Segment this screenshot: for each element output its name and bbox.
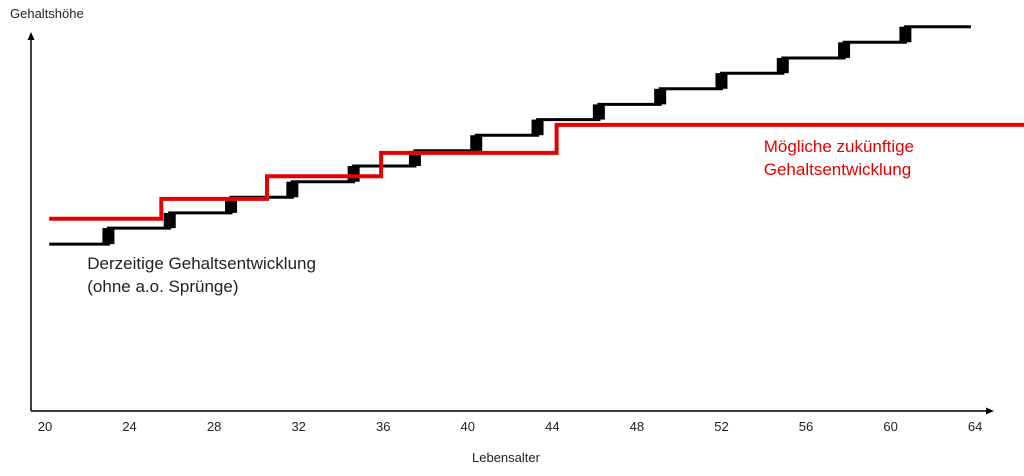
x-tick-labels: 20 24 28 32 36 40 44 48 52 56 60 64 <box>38 419 983 434</box>
annotation-1-line-1: Gehaltsentwicklung <box>764 160 911 179</box>
x-axis-title: Lebensalter <box>472 450 541 465</box>
x-tick-label-24: 24 <box>122 419 136 434</box>
x-tick-label-56: 56 <box>799 419 813 434</box>
x-tick-label-40: 40 <box>461 419 475 434</box>
step-riser-22 <box>715 73 728 89</box>
series-line-1 <box>49 122 1024 221</box>
annotation-0: Derzeitige Gehaltsentwicklung (ohne a.o. … <box>87 254 316 296</box>
step-riser-8 <box>286 181 299 198</box>
annotation-1: Mögliche zukünftige Gehaltsentwicklung <box>764 137 914 179</box>
step-riser-4 <box>163 212 176 229</box>
x-tick-label-28: 28 <box>207 419 221 434</box>
x-tick-label-36: 36 <box>376 419 390 434</box>
step-riser-10 <box>347 166 360 182</box>
x-tick-label-52: 52 <box>714 419 728 434</box>
x-tick-label-20: 20 <box>38 419 52 434</box>
y-axis-arrow-icon <box>27 32 35 40</box>
x-tick-label-60: 60 <box>883 419 897 434</box>
series-line-0 <box>49 25 971 246</box>
x-tick-label-44: 44 <box>545 419 559 434</box>
annotations: Derzeitige Gehaltsentwicklung (ohne a.o. … <box>87 137 914 296</box>
annotation-1-line-0: Mögliche zukünftige <box>764 137 914 156</box>
x-tick-label-48: 48 <box>630 419 644 434</box>
step-riser-28 <box>899 26 912 43</box>
step-riser-26 <box>838 42 851 58</box>
axes <box>27 32 994 415</box>
x-axis-arrow-icon <box>986 407 994 415</box>
x-tick-label-32: 32 <box>291 419 305 434</box>
annotation-0-line-0: Derzeitige Gehaltsentwicklung <box>87 254 316 273</box>
step-riser-20 <box>654 88 667 105</box>
step-riser-2 <box>102 228 115 245</box>
annotation-0-line-1: (ohne a.o. Sprünge) <box>87 277 238 296</box>
series-layer <box>49 25 1024 246</box>
step-riser-16 <box>531 119 544 136</box>
x-tick-label-64: 64 <box>968 419 982 434</box>
y-axis-title: Gehaltshöhe <box>10 6 84 21</box>
step-riser-18 <box>592 104 605 120</box>
step-riser-6 <box>225 197 238 213</box>
step-riser-14 <box>470 135 483 151</box>
step-riser-24 <box>776 57 789 74</box>
